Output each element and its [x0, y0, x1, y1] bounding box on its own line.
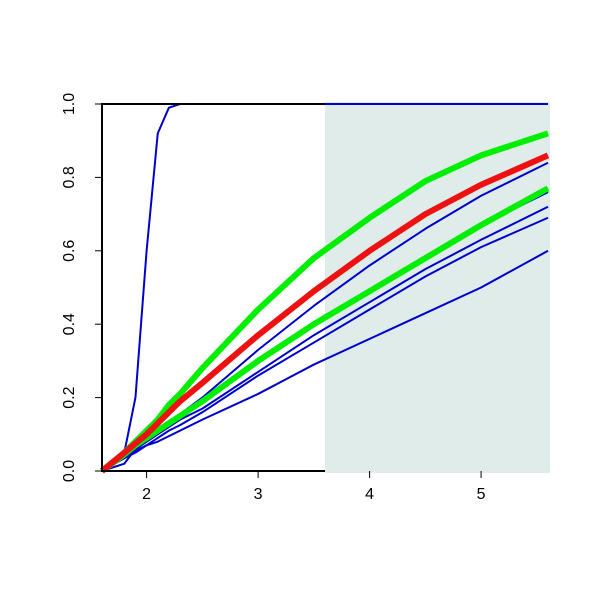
curve [101, 249, 549, 472]
x-tick-label: 3 [254, 486, 263, 503]
y-tick-label: 0.8 [61, 166, 78, 188]
curve [101, 216, 549, 472]
x-tick-label: 2 [142, 486, 151, 503]
y-tick-label: 0.0 [61, 460, 78, 482]
y-tick-label: 1.0 [61, 93, 78, 115]
curve [101, 205, 549, 472]
x-tick-label: 5 [477, 486, 486, 503]
shaded-region [325, 102, 550, 473]
y-tick-label: 0.6 [61, 240, 78, 262]
y-tick-label: 0.2 [61, 386, 78, 408]
curve [100, 152, 550, 474]
y-tick-label: 0.4 [61, 313, 78, 335]
x-tick-label: 4 [365, 486, 374, 503]
